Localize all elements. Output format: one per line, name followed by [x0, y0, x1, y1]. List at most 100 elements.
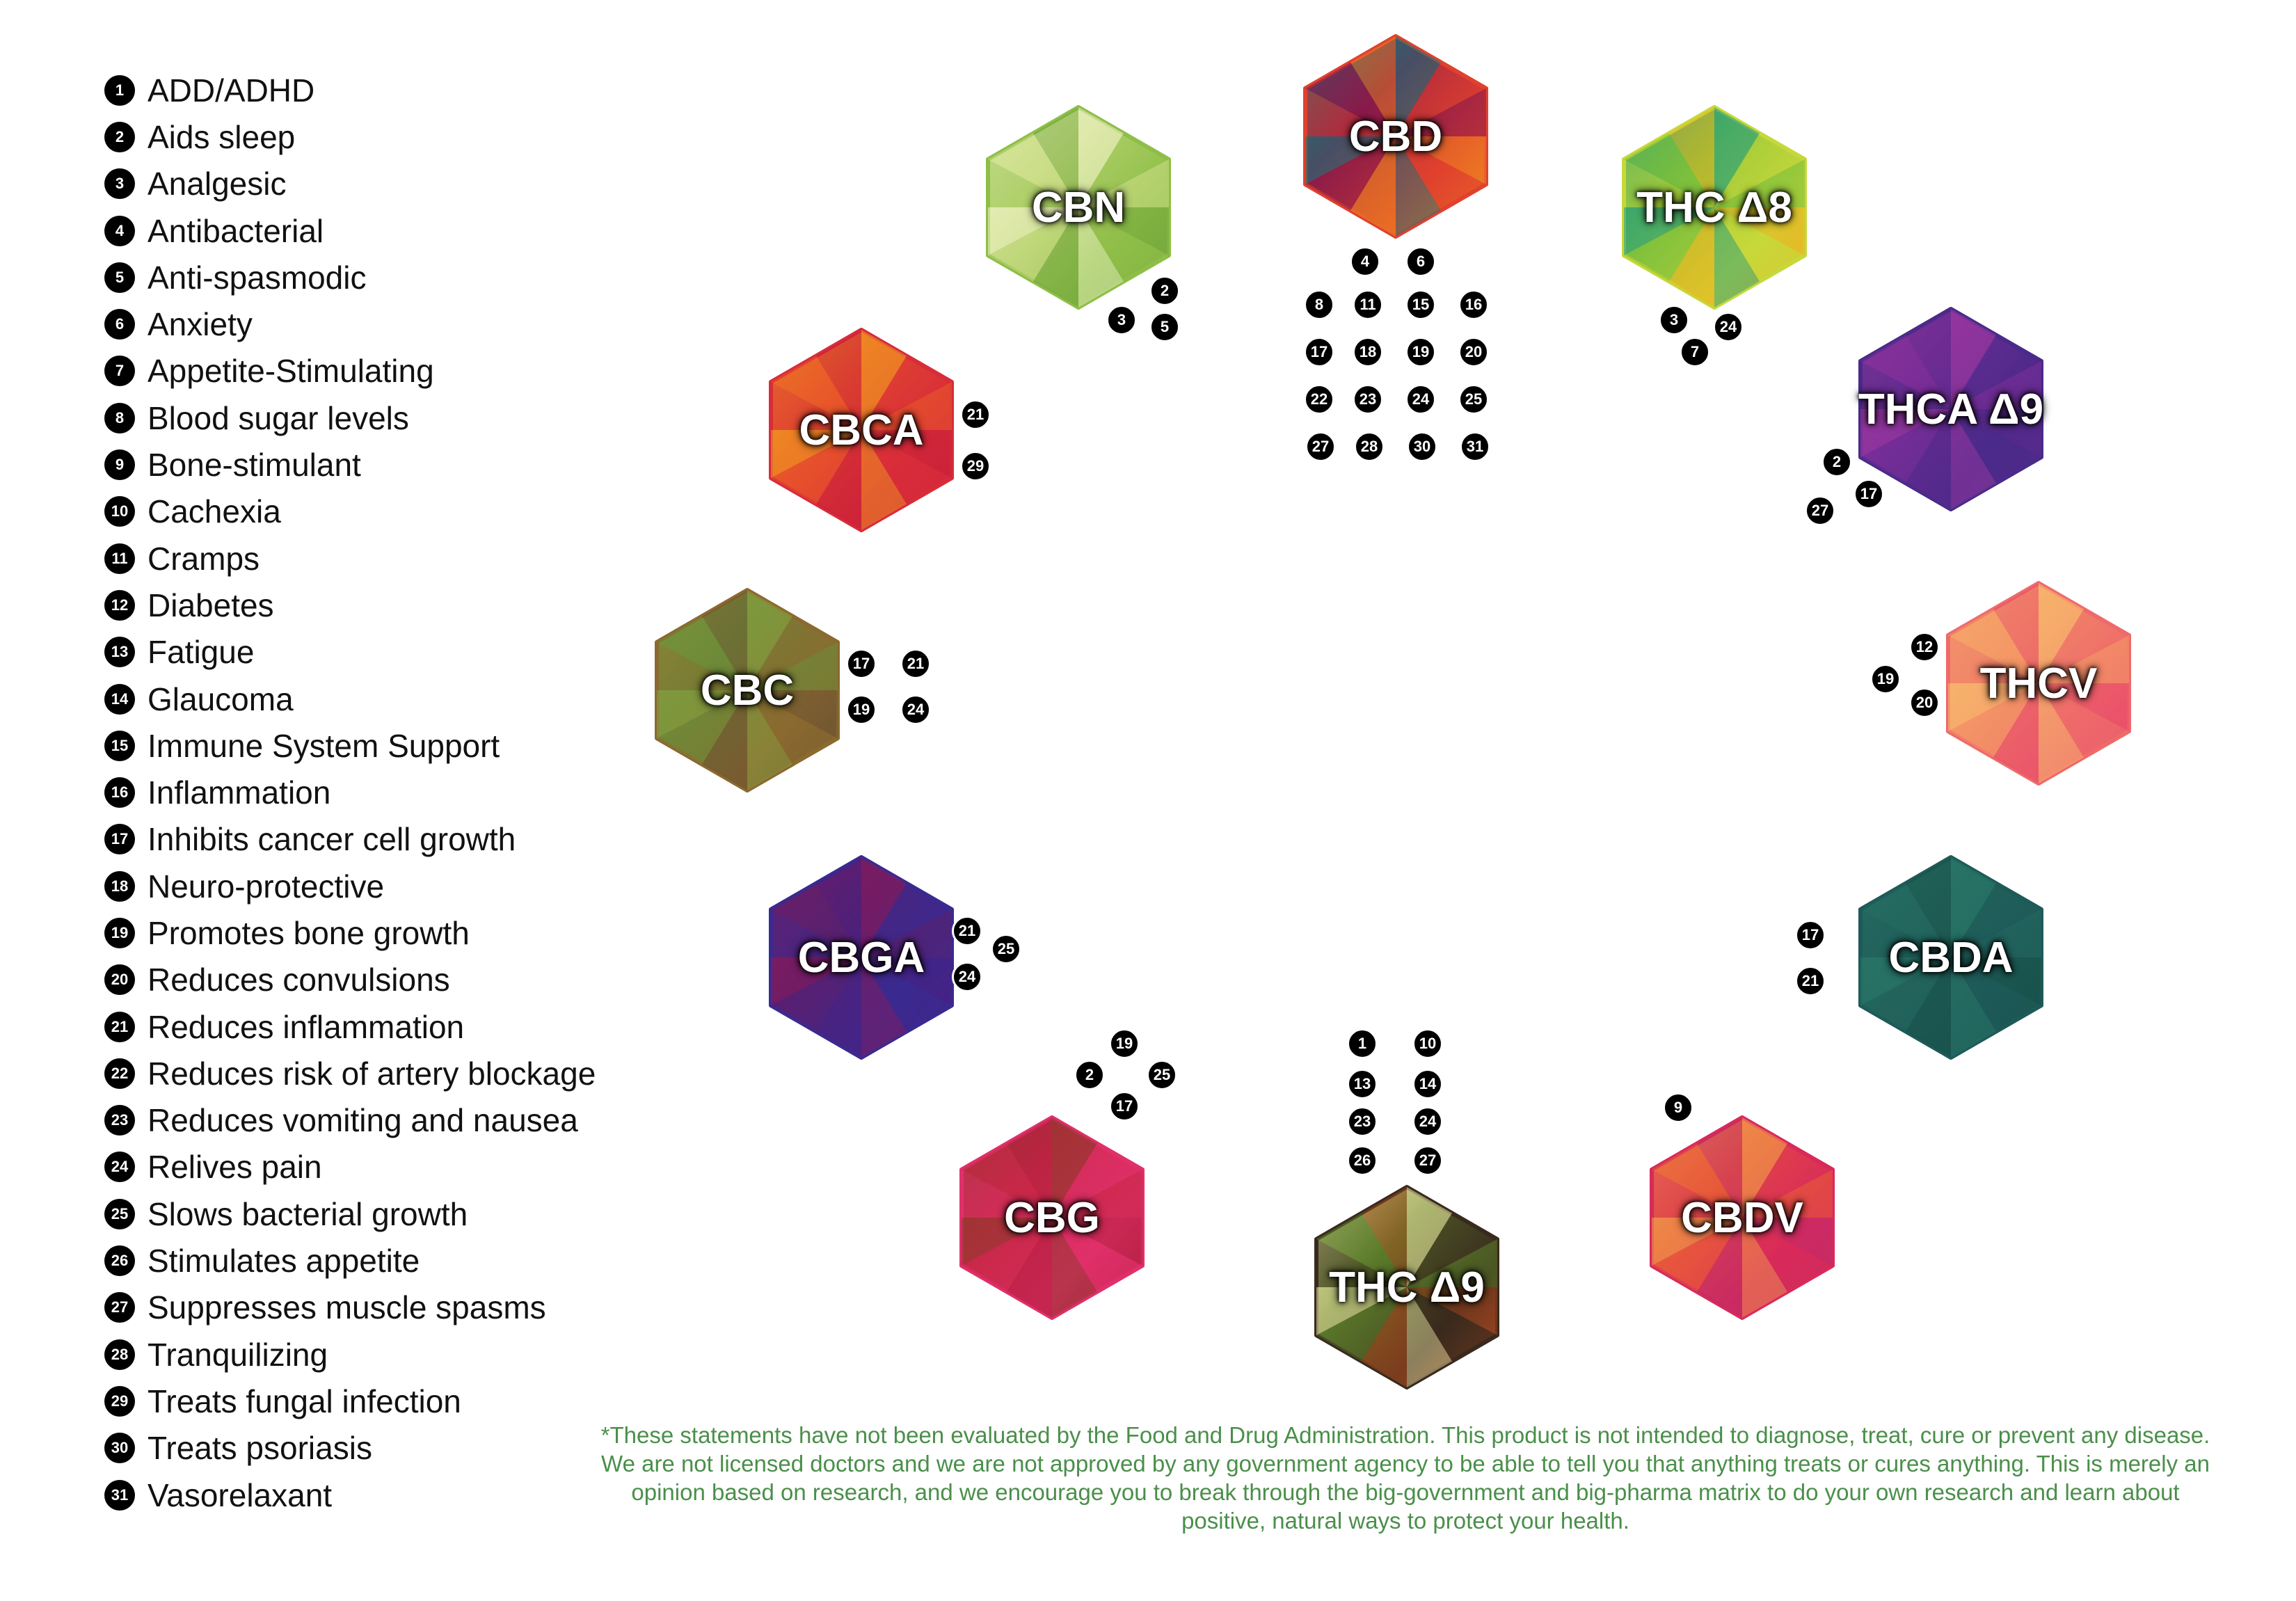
legend-item: 30 Treats psoriasis	[104, 1425, 596, 1472]
cannabinoid-name: THCA Δ9	[1858, 385, 2044, 433]
legend-label: Relives pain	[148, 1149, 322, 1186]
benefit-badge: 27	[1305, 431, 1336, 462]
benefit-badge: 21	[960, 399, 991, 430]
legend-label: Antibacterial	[148, 212, 324, 249]
cannabinoid-hexagon: CBCA	[768, 327, 955, 533]
benefit-badge: 22	[1304, 384, 1334, 415]
legend-item: 1 ADD/ADHD	[104, 67, 596, 113]
legend-item: 22 Reduces risk of artery blockage	[104, 1050, 596, 1097]
legend-number-badge: 8	[104, 402, 135, 433]
cannabinoid-name: CBD	[1348, 112, 1443, 161]
cannabinoid-name: THC Δ8	[1636, 183, 1792, 232]
benefit-badge: 23	[1353, 384, 1383, 415]
legend-item: 28 Tranquilizing	[104, 1331, 596, 1378]
legend-label: Cramps	[148, 540, 260, 577]
benefit-badge: 28	[1354, 431, 1385, 462]
benefit-badge: 21	[1795, 966, 1826, 996]
benefit-badge: 17	[1109, 1091, 1140, 1122]
legend-item: 12 Diabetes	[104, 582, 596, 628]
benefit-badge: 16	[1458, 289, 1489, 320]
benefit-badge: 24	[900, 694, 931, 725]
cannabinoid-hexagon: CBG	[959, 1115, 1145, 1321]
legend-label: Vasorelaxant	[148, 1476, 333, 1513]
legend-number-badge: 3	[104, 168, 135, 200]
benefit-badge: 19	[1870, 664, 1901, 694]
legend-number-badge: 1	[104, 74, 135, 106]
legend-item: 16 Inflammation	[104, 769, 596, 815]
benefit-badge: 17	[1795, 920, 1826, 950]
cannabinoid-hexagon: THC Δ8	[1621, 104, 1808, 310]
legend-label: Suppresses muscle spasms	[148, 1289, 546, 1326]
benefit-badge: 17	[1853, 479, 1884, 509]
legend-label: Fatigue	[148, 634, 255, 671]
legend-number-badge: 15	[104, 730, 135, 761]
benefit-badge: 13	[1347, 1069, 1378, 1099]
legend-number-badge: 11	[104, 543, 135, 574]
benefit-badge: 2	[1149, 276, 1180, 306]
benefit-badge: 26	[1347, 1145, 1378, 1176]
legend-item: 19 Promotes bone growth	[104, 909, 596, 956]
legend-label: Aids sleep	[148, 118, 296, 155]
benefit-badge: 9	[1663, 1092, 1693, 1123]
legend-number-badge: 12	[104, 589, 135, 621]
benefit-badge: 27	[1412, 1145, 1443, 1176]
benefit-badge: 15	[1405, 289, 1436, 320]
benefit-badge: 24	[1405, 384, 1436, 415]
legend-number-badge: 19	[104, 917, 135, 948]
legend-label: Reduces convulsions	[148, 962, 450, 998]
legend-item: 7 Appetite-Stimulating	[104, 348, 596, 395]
benefit-badge: 4	[1350, 246, 1380, 277]
legend-label: Stimulates appetite	[148, 1243, 420, 1280]
benefit-badge: 18	[1353, 337, 1383, 367]
cannabinoid-hexagon: THCA Δ9	[1858, 306, 2044, 512]
legend-item: 21 Reduces inflammation	[104, 1003, 596, 1050]
legend-item: 31 Vasorelaxant	[104, 1472, 596, 1518]
legend-number-badge: 13	[104, 637, 135, 668]
benefit-badge: 11	[1353, 289, 1383, 320]
legend-label: Reduces vomiting and nausea	[148, 1102, 578, 1139]
legend-number-badge: 24	[104, 1152, 135, 1183]
benefit-badge: 7	[1680, 337, 1710, 367]
benefit-badge: 14	[1412, 1069, 1443, 1099]
legend-number-badge: 2	[104, 121, 135, 152]
cannabinoid-hexagon: CBC	[654, 587, 840, 793]
benefit-badge: 21	[900, 648, 931, 679]
legend-label: Reduces risk of artery blockage	[148, 1055, 596, 1092]
legend-item: 24 Relives pain	[104, 1144, 596, 1190]
benefit-badge: 29	[960, 451, 991, 481]
benefit-badge: 24	[1713, 312, 1744, 342]
cannabinoid-hexagon: CBN	[985, 104, 1172, 310]
legend-item: 8 Blood sugar levels	[104, 395, 596, 441]
benefit-badge: 3	[1106, 305, 1137, 335]
benefit-badge: 27	[1805, 495, 1835, 526]
legend-number-badge: 28	[104, 1339, 135, 1370]
cannabinoid-hexagon: CBDV	[1649, 1115, 1835, 1321]
legend-label: Immune System Support	[148, 727, 500, 764]
benefit-badge: 6	[1405, 246, 1436, 277]
legend-number-badge: 4	[104, 215, 135, 246]
benefits-legend: 1 ADD/ADHD 2 Aids sleep 3 Analgesic 4 Antibacte…	[104, 67, 596, 1518]
legend-item: 26 Stimulates appetite	[104, 1237, 596, 1284]
legend-item: 18 Neuro-protective	[104, 863, 596, 909]
legend-number-badge: 22	[104, 1058, 135, 1089]
benefit-badge: 17	[1304, 337, 1334, 367]
legend-item: 3 Analgesic	[104, 161, 596, 207]
legend-item: 13 Fatigue	[104, 629, 596, 676]
benefit-badge: 20	[1909, 687, 1940, 718]
benefit-badge: 1	[1347, 1028, 1378, 1059]
benefit-badge: 8	[1304, 289, 1334, 320]
cannabinoid-hexagon: THC Δ9	[1314, 1184, 1500, 1390]
cannabinoid-name: CBDA	[1888, 933, 2014, 982]
benefit-badge: 17	[846, 648, 877, 679]
legend-number-badge: 7	[104, 356, 135, 387]
benefit-badge: 12	[1909, 632, 1940, 662]
cannabinoid-name: THC Δ9	[1329, 1263, 1485, 1312]
cannabinoid-name: CBDV	[1681, 1193, 1803, 1242]
cannabinoid-name: CBC	[700, 666, 795, 715]
legend-label: Analgesic	[148, 166, 287, 202]
cannabinoid-name: CBGA	[797, 933, 925, 982]
legend-item: 11 Cramps	[104, 535, 596, 582]
legend-label: Inflammation	[148, 774, 331, 811]
benefit-badge: 30	[1407, 431, 1437, 462]
